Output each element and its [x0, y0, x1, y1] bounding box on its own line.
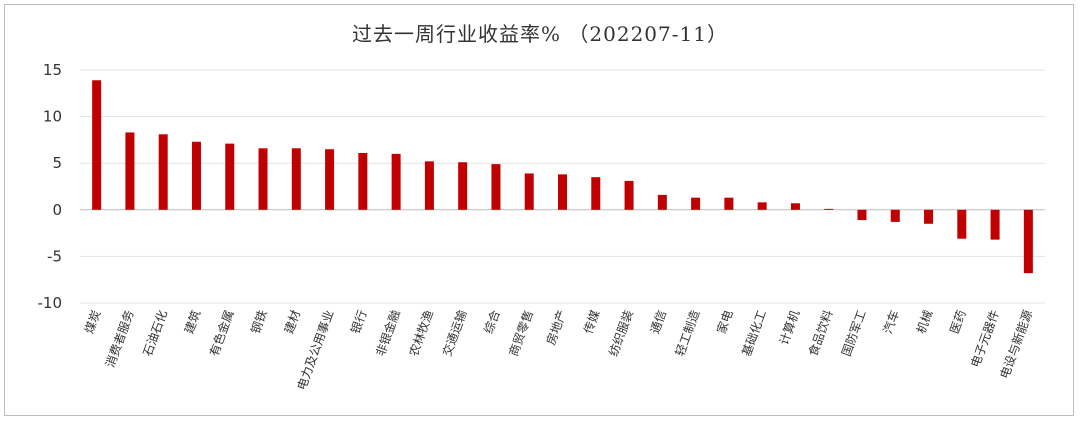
- x-tick-label: 煤炭: [82, 308, 103, 335]
- grid-lines: [80, 69, 1045, 304]
- bar: [424, 161, 434, 210]
- y-tick-label: 10: [43, 108, 62, 126]
- x-tick-label: 房地产: [543, 308, 569, 347]
- x-tick-label: 有色金属: [206, 308, 237, 358]
- y-tick-label: 5: [52, 154, 62, 172]
- x-tick-label: 消费者服务: [102, 308, 137, 370]
- x-tick-label: 石油石化: [140, 308, 170, 358]
- bar: [890, 209, 900, 222]
- y-tick-label: -5: [47, 247, 62, 265]
- bars: [92, 80, 1033, 274]
- x-tick-label: 商贸零售: [506, 308, 537, 358]
- bar: [558, 174, 567, 210]
- bar: [924, 209, 934, 224]
- bar: [258, 148, 268, 210]
- y-axis-ticks: 15 10 5 0 -5 -10: [38, 61, 63, 312]
- x-tick-label: 汽车: [880, 308, 902, 336]
- x-tick-label: 银行: [348, 308, 369, 335]
- bar: [358, 152, 368, 210]
- bar: [824, 208, 834, 210]
- chart-title: 过去一周行业收益率% （202207-11）: [352, 22, 728, 46]
- bar: [325, 149, 335, 210]
- bar: [491, 164, 501, 210]
- x-tick-label: 钢铁: [248, 308, 269, 335]
- bar: [724, 197, 734, 210]
- x-tick-label: 纺织服装: [606, 308, 636, 358]
- x-tick-label: 国防军工: [838, 308, 869, 358]
- bar: [92, 80, 102, 210]
- x-tick-label: 轻工制造: [673, 308, 703, 358]
- x-tick-label: 计算机: [776, 308, 802, 347]
- bar: [458, 162, 468, 210]
- x-tick-label: 传媒: [580, 308, 602, 336]
- x-tick-label: 电设与新能源: [996, 308, 1035, 381]
- x-tick-label: 机械: [913, 308, 935, 336]
- x-tick-label: 综合: [480, 308, 502, 336]
- bar: [790, 203, 800, 210]
- bar: [125, 132, 135, 210]
- x-tick-label: 医药: [947, 308, 968, 335]
- y-tick-label: 15: [43, 61, 62, 79]
- bar: [757, 202, 767, 210]
- bar: [158, 134, 168, 210]
- x-tick-label: 非银金融: [372, 308, 403, 358]
- x-tick-label: 通信: [648, 308, 669, 335]
- bar: [857, 209, 867, 221]
- bar: [691, 197, 701, 210]
- x-tick-label: 电力及公用事业: [294, 308, 336, 392]
- x-tick-label: 农林牧渔: [407, 308, 437, 358]
- bar: [591, 177, 601, 210]
- bar: [291, 148, 301, 210]
- bar: [624, 180, 634, 210]
- x-tick-label: 建材: [282, 308, 303, 335]
- x-tick-label: 食品饮料: [805, 308, 836, 358]
- bar: [391, 153, 401, 210]
- y-tick-label: 0: [52, 201, 62, 219]
- bar: [990, 209, 1000, 240]
- bar: [524, 173, 534, 210]
- bar: [191, 141, 201, 210]
- x-tick-label: 电子元器件: [968, 308, 1002, 369]
- bar: [657, 194, 667, 210]
- x-tick-label: 交通运输: [439, 308, 470, 358]
- bar: [225, 143, 235, 210]
- x-tick-label: 基础化工: [739, 308, 769, 358]
- y-tick-label: -10: [38, 294, 63, 312]
- x-tick-label: 建筑: [181, 308, 203, 336]
- x-tick-label: 家电: [713, 308, 735, 336]
- bar: [957, 209, 967, 239]
- bar: [1023, 209, 1033, 274]
